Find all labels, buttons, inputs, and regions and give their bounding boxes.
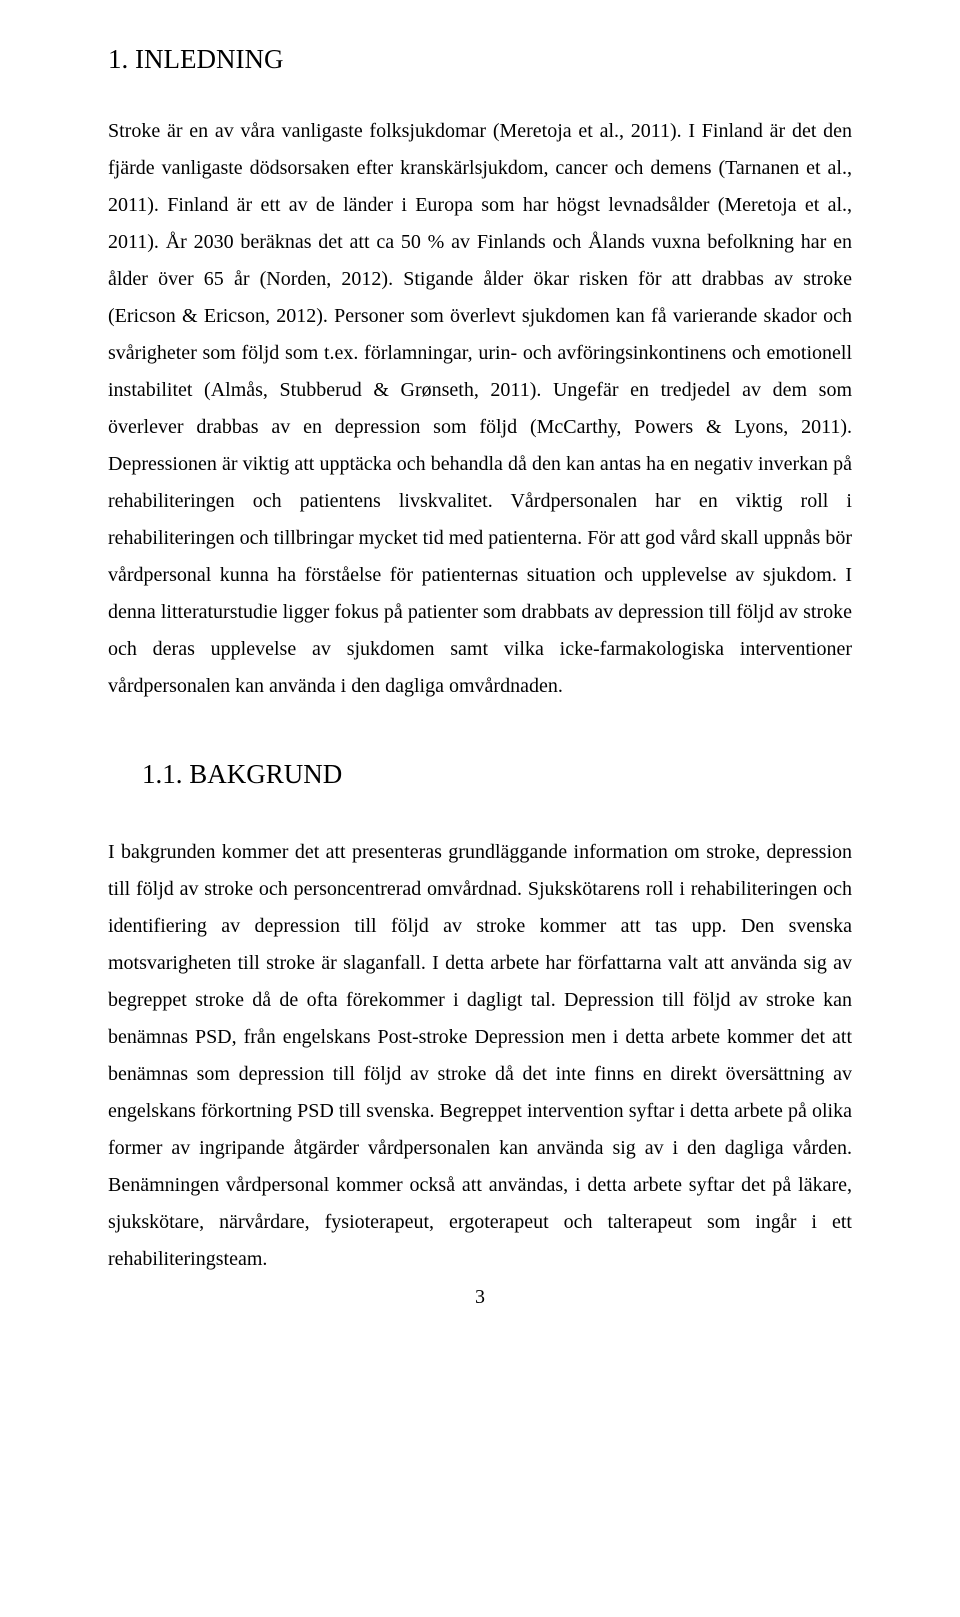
section-heading-1-1: 1.1. BAKGRUND <box>108 759 852 790</box>
document-page: 1. INLEDNING Stroke är en av våra vanlig… <box>0 0 960 1353</box>
page-number: 3 <box>108 1286 852 1309</box>
paragraph-background: I bakgrunden kommer det att presenteras … <box>108 834 852 1278</box>
paragraph-intro: Stroke är en av våra vanligaste folksjuk… <box>108 113 852 705</box>
section-heading-1: 1. INLEDNING <box>108 44 852 75</box>
